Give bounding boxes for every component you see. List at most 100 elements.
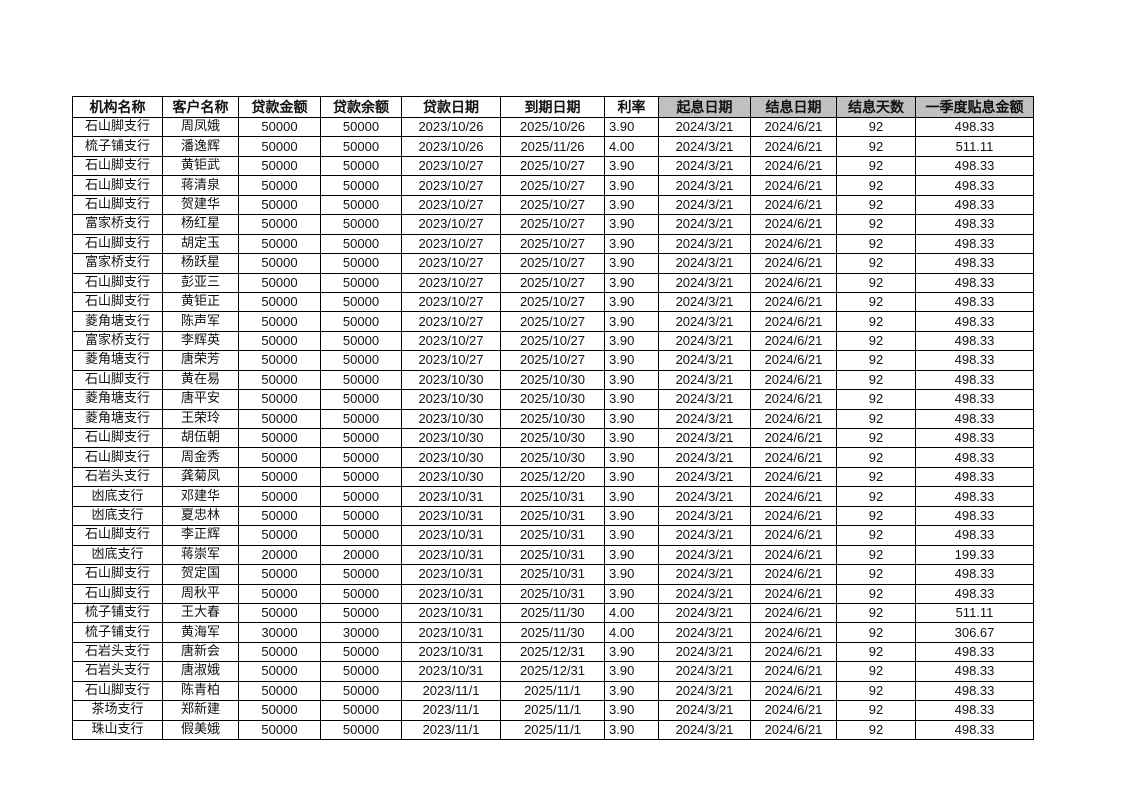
cell-interest-days: 92 xyxy=(836,427,916,449)
cell-maturity-date: 2025/10/27 xyxy=(500,272,605,293)
cell-interest-end-date: 2024/6/21 xyxy=(750,544,837,566)
cell-interest-days: 92 xyxy=(836,116,916,138)
cell-q1-subsidy-amount: 498.33 xyxy=(915,272,1034,293)
cell-loan-balance: 50000 xyxy=(320,583,402,604)
cell-interest-start-date: 2024/3/21 xyxy=(658,564,751,585)
table-row: 菱角塘支行 陈声军 50000 50000 2023/10/27 2025/10/27 3.… xyxy=(72,311,1034,332)
cell-loan-balance: 50000 xyxy=(320,233,402,255)
cell-customer-name: 贺建华 xyxy=(162,194,239,216)
cell-loan-balance: 50000 xyxy=(320,389,402,410)
cell-customer-name: 黄海军 xyxy=(162,622,239,643)
cell-interest-rate: 3.90 xyxy=(604,311,659,332)
cell-customer-name: 唐新会 xyxy=(162,641,239,663)
cell-branch-name: 石山脚支行 xyxy=(72,583,163,604)
cell-interest-rate: 4.00 xyxy=(604,622,659,643)
cell-loan-date: 2023/10/30 xyxy=(401,389,501,410)
cell-interest-rate: 3.90 xyxy=(604,525,659,546)
cell-loan-balance: 50000 xyxy=(320,330,402,352)
cell-maturity-date: 2025/10/27 xyxy=(500,311,605,332)
cell-loan-amount: 50000 xyxy=(238,583,321,604)
cell-loan-date: 2023/10/31 xyxy=(401,544,501,566)
cell-branch-name: 石山脚支行 xyxy=(72,291,163,313)
cell-interest-days: 92 xyxy=(836,719,916,741)
cell-maturity-date: 2025/10/31 xyxy=(500,544,605,566)
cell-interest-start-date: 2024/3/21 xyxy=(658,408,751,430)
cell-q1-subsidy-amount: 498.33 xyxy=(915,155,1034,177)
cell-branch-name: 凼底支行 xyxy=(72,544,163,566)
cell-interest-start-date: 2024/3/21 xyxy=(658,661,751,682)
cell-customer-name: 周金秀 xyxy=(162,447,239,468)
cell-q1-subsidy-amount: 498.33 xyxy=(915,194,1034,216)
cell-customer-name: 陈声军 xyxy=(162,311,239,332)
cell-loan-date: 2023/10/30 xyxy=(401,369,501,391)
cell-interest-days: 92 xyxy=(836,350,916,371)
cell-interest-start-date: 2024/3/21 xyxy=(658,330,751,352)
cell-loan-date: 2023/11/1 xyxy=(401,680,501,702)
cell-loan-balance: 50000 xyxy=(320,505,402,527)
cell-customer-name: 潘逸辉 xyxy=(162,136,239,157)
table-row: 石山脚支行 贺建华 50000 50000 2023/10/27 2025/10/27 3.… xyxy=(72,194,1034,216)
cell-interest-end-date: 2024/6/21 xyxy=(750,253,837,274)
cell-q1-subsidy-amount: 498.33 xyxy=(915,311,1034,332)
cell-interest-days: 92 xyxy=(836,602,916,624)
cell-interest-end-date: 2024/6/21 xyxy=(750,155,837,177)
cell-maturity-date: 2025/10/27 xyxy=(500,175,605,196)
cell-customer-name: 贺定国 xyxy=(162,564,239,585)
cell-interest-start-date: 2024/3/21 xyxy=(658,427,751,449)
cell-interest-start-date: 2024/3/21 xyxy=(658,116,751,138)
cell-customer-name: 彭亚三 xyxy=(162,272,239,293)
cell-branch-name: 凼底支行 xyxy=(72,505,163,527)
header-branch-name: 机构名称 xyxy=(72,96,163,118)
cell-interest-rate: 3.90 xyxy=(604,564,659,585)
cell-interest-end-date: 2024/6/21 xyxy=(750,194,837,216)
cell-interest-days: 92 xyxy=(836,544,916,566)
cell-interest-days: 92 xyxy=(836,408,916,430)
cell-interest-rate: 3.90 xyxy=(604,350,659,371)
cell-interest-start-date: 2024/3/21 xyxy=(658,602,751,624)
cell-interest-start-date: 2024/3/21 xyxy=(658,505,751,527)
header-loan-date: 贷款日期 xyxy=(401,96,501,118)
cell-customer-name: 龚菊凤 xyxy=(162,466,239,488)
cell-interest-days: 92 xyxy=(836,311,916,332)
cell-interest-days: 92 xyxy=(836,233,916,255)
cell-loan-date: 2023/10/27 xyxy=(401,175,501,196)
table-row: 梳子铺支行 黄海军 30000 30000 2023/10/31 2025/11/30 4.… xyxy=(72,622,1034,643)
cell-interest-start-date: 2024/3/21 xyxy=(658,622,751,643)
cell-maturity-date: 2025/10/26 xyxy=(500,116,605,138)
cell-loan-date: 2023/10/26 xyxy=(401,136,501,157)
cell-loan-date: 2023/11/1 xyxy=(401,719,501,741)
cell-interest-rate: 3.90 xyxy=(604,719,659,741)
table-row: 石山脚支行 周秋平 50000 50000 2023/10/31 2025/10/31 3.… xyxy=(72,583,1034,604)
table-row: 石山脚支行 周金秀 50000 50000 2023/10/30 2025/10/30 3.… xyxy=(72,447,1034,468)
cell-interest-days: 92 xyxy=(836,525,916,546)
cell-loan-balance: 50000 xyxy=(320,680,402,702)
cell-loan-amount: 50000 xyxy=(238,389,321,410)
cell-loan-date: 2023/10/26 xyxy=(401,116,501,138)
cell-customer-name: 黄钜正 xyxy=(162,291,239,313)
table-row: 石岩头支行 唐新会 50000 50000 2023/10/31 2025/12/31 3.… xyxy=(72,641,1034,663)
cell-customer-name: 黄在易 xyxy=(162,369,239,391)
cell-interest-end-date: 2024/6/21 xyxy=(750,214,837,235)
cell-loan-amount: 50000 xyxy=(238,719,321,741)
cell-customer-name: 陈青柏 xyxy=(162,680,239,702)
cell-customer-name: 胡定玉 xyxy=(162,233,239,255)
cell-interest-rate: 3.90 xyxy=(604,466,659,488)
cell-loan-amount: 50000 xyxy=(238,214,321,235)
cell-interest-end-date: 2024/6/21 xyxy=(750,583,837,604)
cell-maturity-date: 2025/10/31 xyxy=(500,486,605,507)
cell-customer-name: 李辉英 xyxy=(162,330,239,352)
cell-branch-name: 富家桥支行 xyxy=(72,330,163,352)
cell-q1-subsidy-amount: 498.33 xyxy=(915,466,1034,488)
cell-interest-start-date: 2024/3/21 xyxy=(658,447,751,468)
cell-maturity-date: 2025/10/31 xyxy=(500,525,605,546)
cell-q1-subsidy-amount: 199.33 xyxy=(915,544,1034,566)
cell-maturity-date: 2025/11/1 xyxy=(500,680,605,702)
cell-maturity-date: 2025/10/30 xyxy=(500,408,605,430)
cell-interest-rate: 3.90 xyxy=(604,175,659,196)
cell-loan-balance: 50000 xyxy=(320,602,402,624)
cell-loan-balance: 50000 xyxy=(320,486,402,507)
header-loan-balance: 贷款余额 xyxy=(320,96,402,118)
cell-loan-date: 2023/10/27 xyxy=(401,214,501,235)
loan-interest-table: 机构名称 客户名称 贷款金额 贷款余额 贷款日期 到期日期 利率 起息日期 结息日期 结息天数 一季… xyxy=(72,96,1034,741)
cell-maturity-date: 2025/10/30 xyxy=(500,427,605,449)
